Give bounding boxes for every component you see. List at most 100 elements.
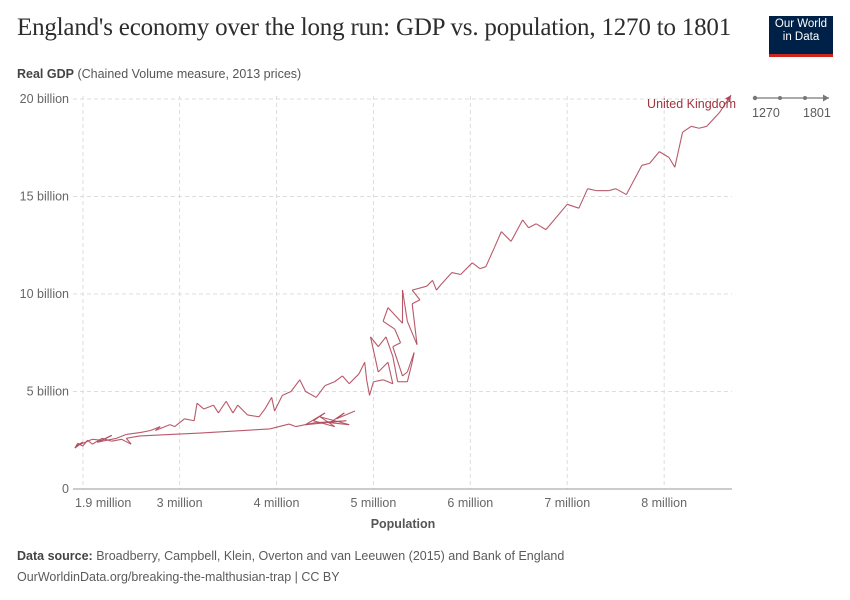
series-segment: [377, 361, 389, 373]
series-segment: [247, 414, 260, 418]
series-segment: [290, 379, 301, 392]
axes: 0 5 billion 10 billion 15 billion 20 billion…: [20, 92, 732, 510]
x-tick-label: 1.9 million: [75, 496, 131, 510]
series-segment: [377, 336, 387, 347]
series-segment: [232, 404, 239, 414]
series-segment: [387, 362, 394, 384]
series-segment: [199, 428, 270, 434]
series-segment: [471, 262, 481, 270]
x-tick-label: 6 million: [447, 496, 493, 510]
series-segment: [121, 438, 132, 445]
series-segment: [96, 434, 112, 443]
series-segment: [608, 188, 616, 192]
series-segment: [373, 379, 384, 383]
series-segment: [392, 356, 399, 382]
series-segment: [126, 431, 141, 435]
y-axis-label: Real GDP (Chained Volume measure, 2013 p…: [17, 67, 301, 81]
series-segment: [625, 165, 643, 195]
series-segment: [432, 280, 437, 291]
series-segment: [92, 437, 103, 445]
series-segment: [313, 420, 335, 428]
series-segment: [237, 404, 248, 416]
series-segment: [412, 285, 427, 291]
series-segment: [111, 438, 122, 442]
series-segment: [641, 162, 650, 166]
series-segment: [385, 336, 394, 357]
series-segment: [75, 438, 93, 447]
series-segment: [406, 352, 415, 373]
y-tick-label: 15 billion: [20, 190, 69, 204]
series-segment: [535, 223, 547, 231]
series-segment: [406, 362, 413, 382]
owid-logo[interactable]: Our World in Data: [769, 16, 833, 57]
series-segment: [196, 402, 205, 410]
series-segment: [282, 390, 292, 396]
series-segment: [155, 424, 171, 432]
series-segment: [324, 381, 335, 387]
series-segment: [674, 132, 684, 168]
series-segment: [411, 299, 421, 305]
series-segment: [392, 346, 404, 377]
x-tick-label: 5 million: [350, 496, 396, 510]
chart-plot: 0 5 billion 10 billion 15 billion 20 billion…: [20, 92, 831, 531]
series-segment: [382, 320, 396, 330]
series-label-united-kingdom[interactable]: United Kingdom: [647, 97, 736, 111]
series-segment: [269, 423, 290, 430]
series-segment: [336, 410, 356, 420]
timeline-handle-start[interactable]: [752, 95, 758, 101]
series-segment: [315, 420, 347, 424]
series-segment: [203, 404, 214, 410]
source-url-link[interactable]: OurWorldinData.org/breaking-the-malthusi…: [17, 570, 340, 584]
series-segment: [382, 307, 389, 322]
x-axis-label: Population: [371, 517, 436, 531]
y-tick-label: 0: [62, 482, 69, 496]
series-segment: [217, 400, 227, 414]
series-segment: [706, 112, 720, 127]
series-segment: [264, 397, 273, 410]
series-segment: [271, 397, 276, 412]
series-segment: [500, 231, 512, 242]
series-segment: [169, 424, 175, 428]
series-segment: [139, 432, 200, 437]
series-segment: [460, 262, 473, 275]
y-tick-label: 10 billion: [20, 287, 69, 301]
series-segment: [440, 272, 453, 285]
series-segment: [319, 416, 350, 426]
series-segment: [258, 408, 266, 418]
timeline-start-label: 1270: [752, 106, 780, 120]
series-segment: [348, 373, 360, 385]
x-tick-label: 7 million: [544, 496, 590, 510]
series-segment: [668, 157, 676, 168]
series-segment: [435, 283, 442, 291]
series-segment: [578, 188, 589, 209]
logo-text: Our World: [774, 18, 828, 30]
series-segment: [358, 362, 366, 375]
series-segment: [406, 321, 418, 345]
series-segment: [305, 391, 317, 398]
y-axis-label-bold: Real GDP: [17, 67, 74, 81]
series-segment: [213, 404, 219, 414]
series-segment: [451, 272, 461, 276]
series-segment: [126, 435, 140, 439]
series-segment: [528, 223, 537, 229]
timeline-dot: [803, 96, 807, 100]
series-segment: [174, 418, 185, 428]
series-segment: [510, 219, 524, 242]
series-segment: [140, 429, 151, 433]
series-segment: [295, 422, 316, 428]
timeline-control[interactable]: 1270 1801: [752, 94, 831, 121]
logo-text: in Data: [782, 30, 820, 43]
series-segment: [382, 379, 394, 385]
series-segment: [545, 203, 568, 231]
series-segment: [116, 433, 127, 439]
data-source-text: Broadberry, Campbell, Klein, Overton and…: [96, 549, 565, 563]
series-lines: [74, 94, 732, 449]
x-tick-label: 8 million: [641, 496, 687, 510]
series-segment: [305, 412, 326, 426]
series-segment: [485, 246, 496, 267]
series-end-arrow-icon: [725, 95, 732, 102]
timeline-end-label: 1801: [803, 106, 831, 120]
timeline-arrow-icon: [823, 94, 829, 102]
series-segment: [184, 418, 195, 422]
y-axis-label-unit: (Chained Volume measure, 2013 prices): [77, 67, 302, 81]
